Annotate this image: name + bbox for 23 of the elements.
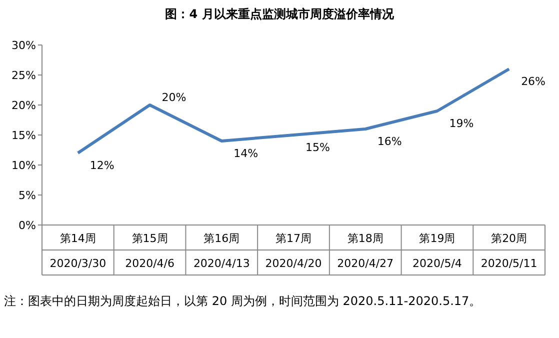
y-tick-label: 20% [12, 99, 36, 112]
data-label: 19% [449, 117, 474, 130]
x-tick-label: 第20周 2020/5/11 [480, 232, 538, 270]
y-tick-label: 30% [12, 39, 36, 52]
chart-title: 图：4 月以来重点监测城市周度溢价率情况 [165, 7, 395, 21]
text: 注：图表中的日期为周度起始日，以第 20 周为例，时间范围为 2020.5.11-2020.5.17。 [4, 294, 482, 308]
data-label: 20% [162, 91, 186, 104]
y-tick-label: 25% [12, 69, 36, 82]
y-tick-label: 5% [18, 189, 36, 202]
y-tick-label: 10% [12, 159, 36, 172]
y-tick-label: 0% [18, 219, 36, 232]
data-label: 14% [234, 147, 258, 160]
data-label: 26% [521, 75, 546, 88]
x-tick-label: 第16周 2020/4/13 [193, 232, 250, 270]
y-tick-label: 15% [12, 129, 36, 142]
x-tick-label: 第15周 2020/4/6 [125, 232, 174, 270]
data-label: 12% [90, 159, 114, 172]
data-label: 15% [306, 141, 330, 154]
x-tick-label: 第17周 2020/4/20 [265, 232, 322, 270]
x-tick-label: 第18周 2020/4/27 [337, 232, 394, 270]
x-tick-label: 第14周 2020/3/30 [50, 232, 106, 270]
x-tick-label: 第19周 2020/5/4 [412, 232, 462, 270]
data-label: 16% [377, 135, 402, 148]
